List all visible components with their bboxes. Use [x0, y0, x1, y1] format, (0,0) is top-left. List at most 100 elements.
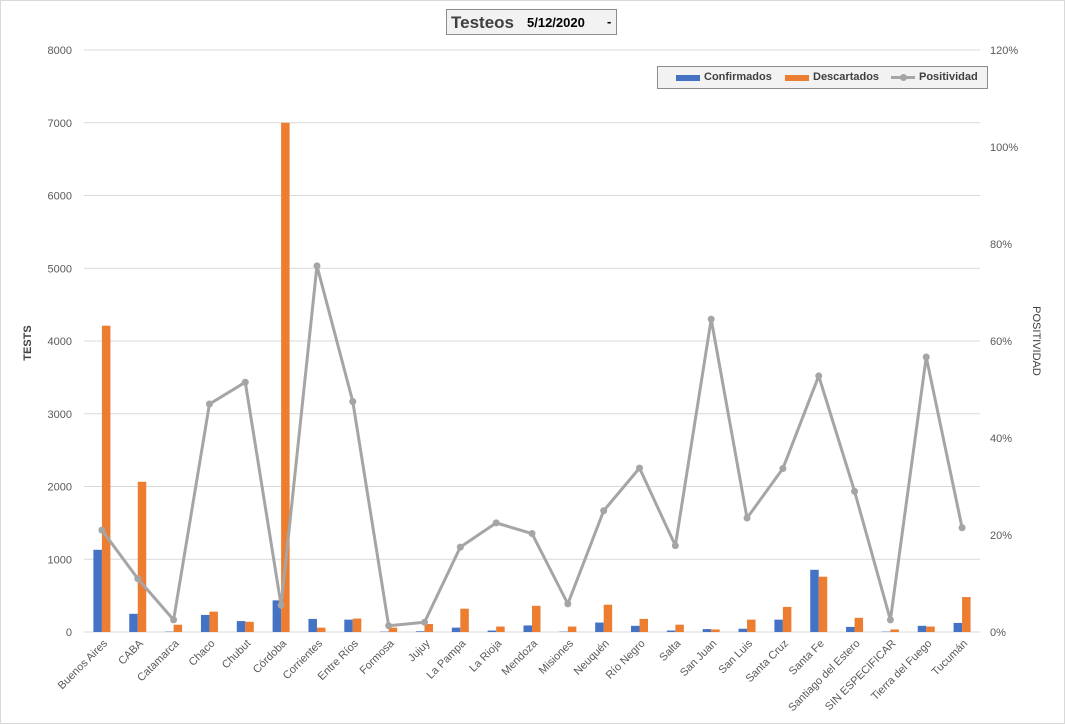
positividad-point	[851, 487, 859, 495]
y2-axis-title: POSITIVIDAD	[1030, 306, 1042, 376]
y2-tick-label: 20%	[990, 530, 1012, 542]
y-tick-label: 7000	[48, 118, 72, 130]
bar-confirmados	[666, 630, 676, 632]
bar-descartados	[639, 618, 649, 632]
y-tick-label: 5000	[48, 263, 72, 275]
bar-descartados	[926, 626, 935, 632]
positividad-point	[922, 353, 930, 361]
bar-descartados	[424, 623, 433, 632]
bar-descartados	[854, 617, 864, 632]
bar-descartados	[532, 605, 541, 632]
chart-title: Testeos	[451, 13, 514, 32]
bar-descartados	[352, 618, 362, 632]
bar-confirmados	[415, 631, 425, 632]
bar-descartados	[245, 621, 254, 632]
y-tick-label: 4000	[48, 336, 72, 348]
y2-tick-label: 100%	[990, 142, 1018, 154]
positividad-point	[564, 600, 572, 608]
dropdown-icon[interactable]: -	[607, 14, 612, 29]
positividad-point	[456, 543, 464, 551]
bar-descartados	[316, 627, 326, 632]
legend-label-descartados: Descartados	[813, 71, 880, 83]
bar-descartados	[173, 624, 183, 632]
legend: Confirmados Descartados Positividad	[657, 66, 988, 89]
positividad-point	[349, 398, 357, 406]
bar-confirmados	[236, 621, 246, 632]
positividad-point	[241, 378, 249, 386]
y2-tick-label: 80%	[990, 239, 1012, 251]
y-axis-title: TESTS	[22, 325, 34, 360]
bar-confirmados	[702, 629, 712, 632]
bar-series	[93, 122, 971, 632]
bar-descartados	[603, 604, 613, 632]
positividad-point	[600, 507, 608, 515]
x-tick-label: Salta	[657, 637, 684, 664]
y2-tick-label: 60%	[990, 336, 1012, 348]
legend-swatch-descartados	[785, 75, 809, 81]
bar-confirmados	[93, 549, 102, 632]
bar-confirmados	[344, 619, 353, 632]
x-tick-label: Jujuy	[406, 637, 433, 664]
y-tick-label: 2000	[48, 482, 72, 494]
line-series	[98, 262, 966, 630]
x-tick-label: Chaco	[187, 638, 218, 669]
bar-confirmados	[846, 626, 855, 632]
bar-confirmados	[953, 622, 963, 632]
positividad-point	[277, 601, 285, 609]
positividad-point	[170, 616, 178, 624]
bar-confirmados	[451, 627, 461, 632]
y-tick-label: 0	[66, 627, 72, 639]
positividad-point	[420, 618, 428, 626]
bar-descartados	[137, 481, 147, 632]
y2-tick-label: 0%	[990, 627, 1006, 639]
bar-descartados	[962, 597, 971, 632]
positividad-point	[313, 262, 321, 270]
bar-confirmados	[631, 625, 640, 632]
bar-descartados	[567, 626, 577, 632]
title-filter-box[interactable]: Testeos 5/12/2020 -	[446, 9, 617, 35]
y-tick-label: 3000	[48, 409, 72, 421]
legend-marker-positividad	[900, 74, 907, 81]
x-tick-label: La Pampa	[424, 637, 469, 682]
y-tick-label: 1000	[48, 554, 72, 566]
positividad-point	[205, 400, 213, 408]
positividad-point	[134, 575, 142, 583]
positividad-line	[100, 264, 964, 628]
legend-swatch-confirmados	[676, 75, 700, 81]
bar-descartados	[747, 619, 756, 632]
positividad-point	[528, 530, 536, 538]
x-tick-label: Tucumán	[930, 638, 971, 679]
bar-confirmados	[523, 625, 532, 632]
bar-descartados	[281, 122, 290, 632]
x-tick-label: San Juan	[678, 638, 719, 679]
bar-descartados	[460, 608, 469, 632]
bar-descartados	[209, 611, 218, 632]
date-filter-value[interactable]: 5/12/2020	[527, 15, 585, 30]
bar-descartados	[818, 576, 828, 632]
y2-tick-label: 120%	[990, 45, 1018, 57]
bar-descartados	[496, 626, 505, 632]
x-tick-label: Mendoza	[500, 637, 541, 678]
y2-axis-ticks: 0% 20% 40% 60% 80% 100% 120%	[990, 45, 1018, 639]
positividad-point	[958, 524, 966, 532]
gridlines	[84, 49, 980, 633]
bar-confirmados	[129, 613, 138, 632]
positividad-point	[671, 542, 679, 550]
x-tick-label: Formosa	[358, 637, 398, 677]
positividad-point	[385, 622, 393, 630]
bar-descartados	[675, 624, 684, 632]
x-tick-label: CABA	[116, 637, 146, 667]
positividad-point	[815, 372, 823, 380]
legend-label-positividad: Positividad	[919, 71, 978, 83]
x-tick-label: Río Negro	[604, 638, 648, 682]
positividad-point	[779, 465, 787, 473]
positividad-point	[707, 315, 715, 323]
bar-descartados	[388, 627, 398, 632]
bar-confirmados	[308, 618, 317, 632]
bar-descartados	[101, 325, 111, 632]
positividad-point	[492, 519, 500, 527]
y-axis-ticks: 0 1000 2000 3000 4000 5000 6000 7000 8000	[48, 45, 72, 639]
bar-descartados	[890, 629, 899, 632]
